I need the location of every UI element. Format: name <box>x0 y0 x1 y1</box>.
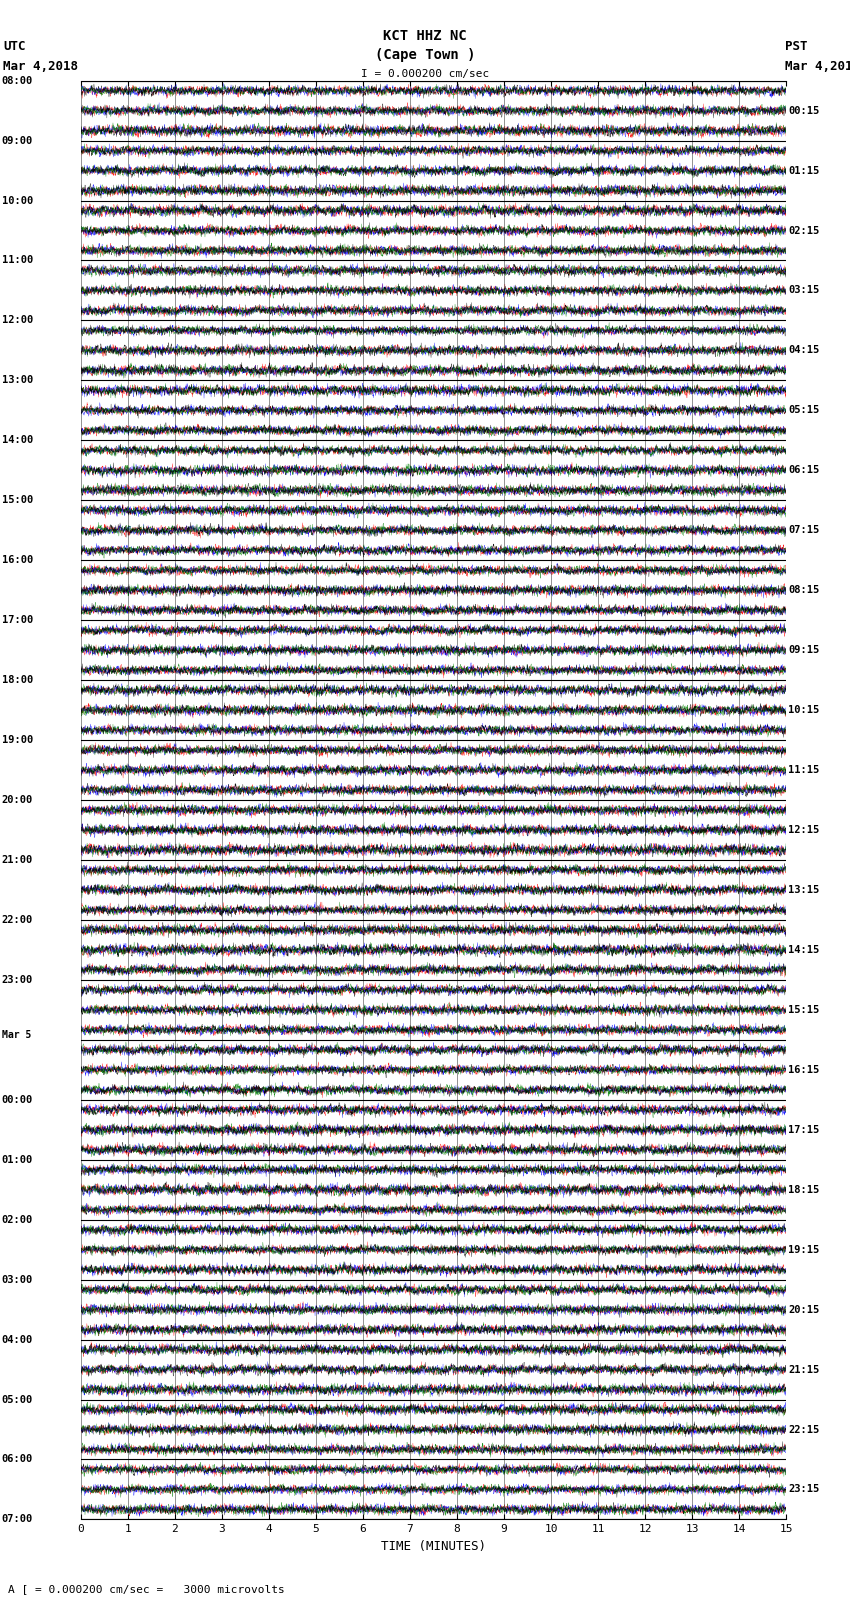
Text: 19:00: 19:00 <box>2 736 33 745</box>
Text: 00:00: 00:00 <box>2 1095 33 1105</box>
Text: 05:00: 05:00 <box>2 1395 33 1405</box>
Text: 17:15: 17:15 <box>788 1124 819 1136</box>
Text: 01:15: 01:15 <box>788 166 819 176</box>
Text: 20:15: 20:15 <box>788 1305 819 1315</box>
Text: 12:00: 12:00 <box>2 316 33 326</box>
Text: 16:00: 16:00 <box>2 555 33 565</box>
Text: 18:15: 18:15 <box>788 1184 819 1195</box>
Text: 22:00: 22:00 <box>2 915 33 924</box>
Text: 19:15: 19:15 <box>788 1245 819 1255</box>
Text: 07:15: 07:15 <box>788 526 819 536</box>
Text: 01:00: 01:00 <box>2 1155 33 1165</box>
Text: 03:00: 03:00 <box>2 1274 33 1284</box>
Text: 14:00: 14:00 <box>2 436 33 445</box>
Text: 21:00: 21:00 <box>2 855 33 865</box>
Text: 02:15: 02:15 <box>788 226 819 235</box>
Text: 11:00: 11:00 <box>2 255 33 266</box>
Text: 09:15: 09:15 <box>788 645 819 655</box>
Text: I = 0.000200 cm/sec: I = 0.000200 cm/sec <box>361 69 489 79</box>
Text: 00:15: 00:15 <box>788 105 819 116</box>
Text: 21:15: 21:15 <box>788 1365 819 1374</box>
Text: UTC: UTC <box>3 40 25 53</box>
Text: 20:00: 20:00 <box>2 795 33 805</box>
Text: 13:00: 13:00 <box>2 376 33 386</box>
Text: 07:00: 07:00 <box>2 1515 33 1524</box>
X-axis label: TIME (MINUTES): TIME (MINUTES) <box>381 1540 486 1553</box>
Text: Mar 4,2018: Mar 4,2018 <box>785 60 850 73</box>
Text: 10:15: 10:15 <box>788 705 819 715</box>
Text: 22:15: 22:15 <box>788 1424 819 1434</box>
Text: A [ = 0.000200 cm/sec =   3000 microvolts: A [ = 0.000200 cm/sec = 3000 microvolts <box>8 1584 286 1594</box>
Text: 17:00: 17:00 <box>2 615 33 626</box>
Text: 04:15: 04:15 <box>788 345 819 355</box>
Text: 16:15: 16:15 <box>788 1065 819 1074</box>
Text: Mar 4,2018: Mar 4,2018 <box>3 60 78 73</box>
Text: 14:15: 14:15 <box>788 945 819 955</box>
Text: 02:00: 02:00 <box>2 1215 33 1224</box>
Text: 12:15: 12:15 <box>788 824 819 836</box>
Text: KCT HHZ NC: KCT HHZ NC <box>383 29 467 44</box>
Text: 08:15: 08:15 <box>788 586 819 595</box>
Text: 06:15: 06:15 <box>788 465 819 476</box>
Text: PST: PST <box>785 40 808 53</box>
Text: 23:15: 23:15 <box>788 1484 819 1495</box>
Text: 03:15: 03:15 <box>788 286 819 295</box>
Text: 13:15: 13:15 <box>788 886 819 895</box>
Text: 23:00: 23:00 <box>2 974 33 986</box>
Text: Mar 5: Mar 5 <box>2 1029 31 1040</box>
Text: 05:15: 05:15 <box>788 405 819 416</box>
Text: 06:00: 06:00 <box>2 1455 33 1465</box>
Text: 09:00: 09:00 <box>2 135 33 145</box>
Text: 18:00: 18:00 <box>2 676 33 686</box>
Text: 15:00: 15:00 <box>2 495 33 505</box>
Text: 08:00: 08:00 <box>2 76 33 85</box>
Text: 11:15: 11:15 <box>788 765 819 776</box>
Text: 10:00: 10:00 <box>2 195 33 205</box>
Text: 04:00: 04:00 <box>2 1334 33 1345</box>
Text: (Cape Town ): (Cape Town ) <box>375 48 475 63</box>
Text: 15:15: 15:15 <box>788 1005 819 1015</box>
